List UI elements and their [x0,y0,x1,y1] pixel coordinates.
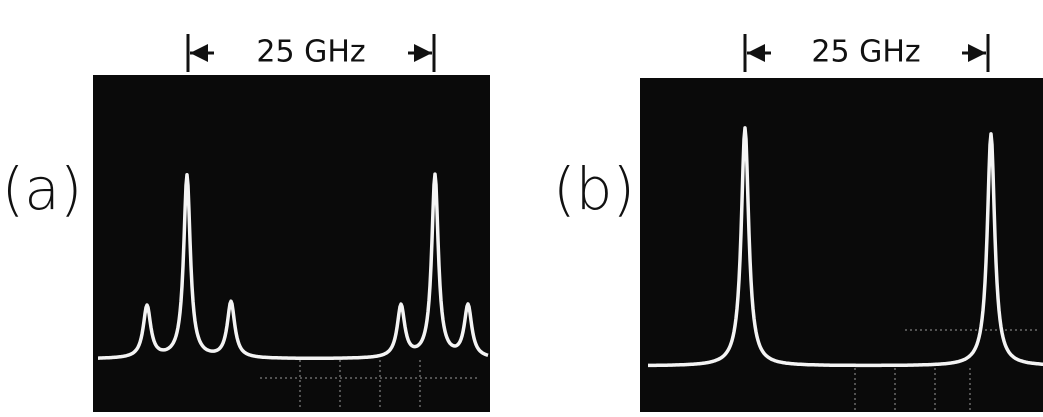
span-label: 25 GHz [256,35,365,70]
panel-a: (a) 25 GHz [2,34,490,412]
panel-label: (b) [553,155,635,223]
panel-b: (b) 25 GHz [553,34,1043,412]
span-label: 25 GHz [811,35,920,70]
panel-label: (a) [2,155,83,223]
figure: (a) 25 GHz (b) 25 GHz [0,0,1043,417]
